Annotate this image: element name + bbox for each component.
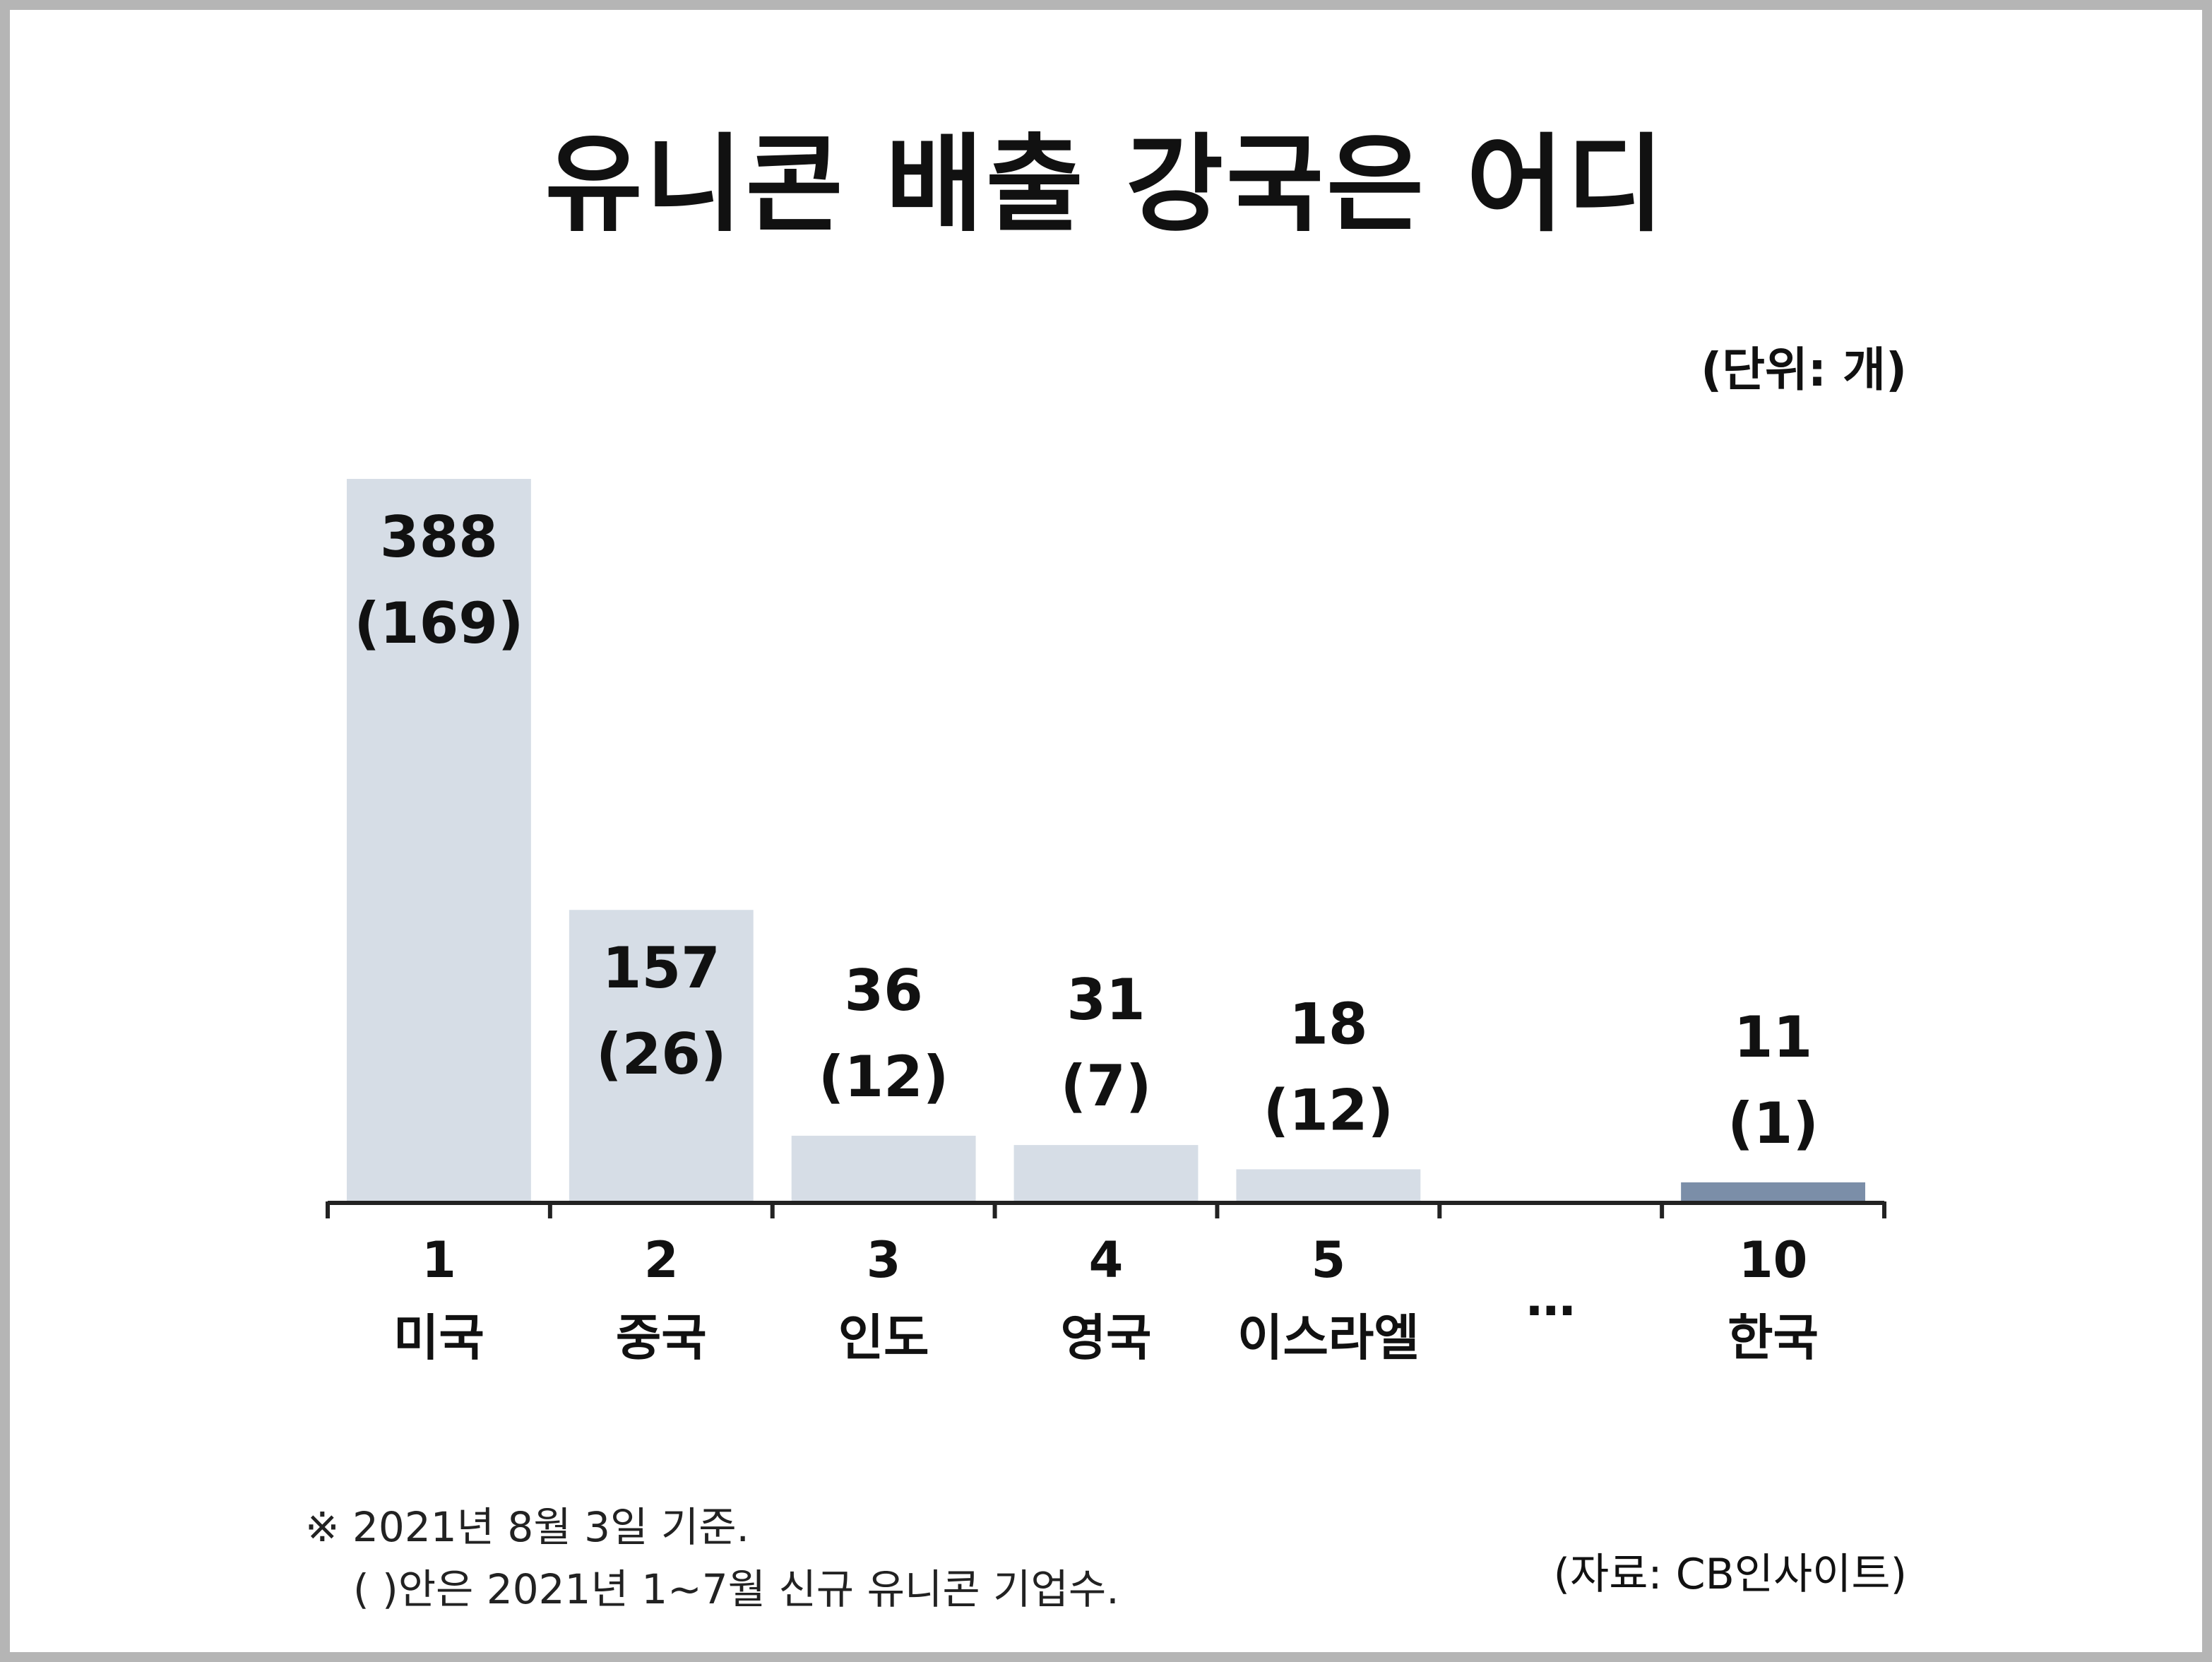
tick-label-country: 영국 bbox=[1061, 1309, 1152, 1367]
tick-label-rank: 2 bbox=[644, 1231, 679, 1289]
tick-label-country: 미국 bbox=[393, 1309, 484, 1367]
tick-label-country: 중국 bbox=[616, 1309, 707, 1367]
data-label-total: 31 bbox=[1066, 967, 1145, 1033]
source-label: (자료: CB인사이트) bbox=[1553, 1550, 1907, 1599]
unit-label: (단위: 개) bbox=[1701, 343, 1907, 397]
bar-이스라엘 bbox=[1236, 1169, 1421, 1203]
data-label-total: 157 bbox=[602, 935, 720, 1001]
tick-label-rank: 10 bbox=[1739, 1231, 1807, 1289]
bar-인도 bbox=[791, 1135, 976, 1203]
tick-label-rank: 4 bbox=[1089, 1231, 1124, 1289]
tick-label-country: 한국 bbox=[1728, 1309, 1819, 1367]
tick-label-rank: 5 bbox=[1311, 1231, 1345, 1289]
data-label-new: (12) bbox=[1263, 1077, 1393, 1143]
chart-title: 유니콘 배출 강국은 어디 bbox=[545, 124, 1667, 247]
bar-한국 bbox=[1681, 1182, 1865, 1203]
data-label-total: 36 bbox=[844, 958, 922, 1023]
data-label-new: (12) bbox=[819, 1044, 949, 1110]
data-label-total: 388 bbox=[380, 504, 498, 570]
bar-미국 bbox=[347, 479, 531, 1203]
data-label-new: (169) bbox=[354, 590, 523, 656]
data-label-total: 11 bbox=[1734, 1004, 1812, 1070]
bar-중국 bbox=[569, 910, 754, 1203]
tick-label-country: 이스라엘 bbox=[1237, 1309, 1420, 1367]
footnote-line-1: ※ 2021년 8월 3일 기준. bbox=[305, 1503, 749, 1551]
data-label-new: (1) bbox=[1728, 1091, 1819, 1156]
tick-label-rank: 3 bbox=[867, 1231, 901, 1289]
data-label-total: 18 bbox=[1289, 991, 1367, 1057]
data-label-new: (7) bbox=[1061, 1053, 1152, 1119]
tick-label-ellipsis: … bbox=[1526, 1269, 1576, 1327]
bar-영국 bbox=[1013, 1145, 1199, 1203]
tick-label-rank: 1 bbox=[422, 1231, 456, 1289]
footnote: ※ 2021년 8월 3일 기준. ( )안은 2021년 1~7월 신규 유니… bbox=[305, 1496, 1119, 1620]
data-label-new: (26) bbox=[596, 1021, 726, 1087]
tick-label-country: 인도 bbox=[838, 1309, 929, 1367]
footnote-line-2: ( )안은 2021년 1~7월 신규 유니콘 기업수. bbox=[353, 1565, 1119, 1613]
